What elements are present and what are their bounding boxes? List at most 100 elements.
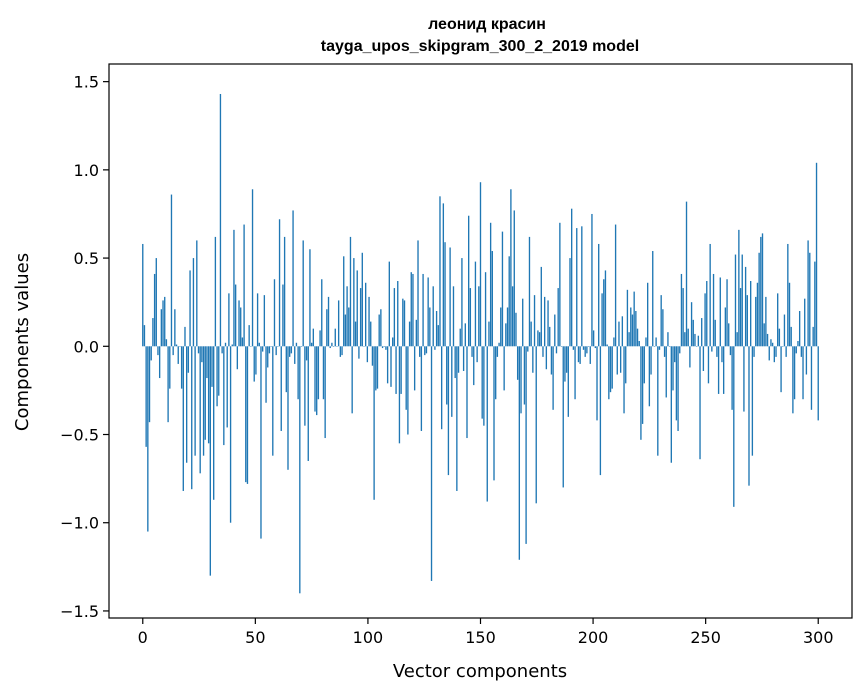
bar-226 xyxy=(523,346,526,405)
bar-164 xyxy=(419,346,421,357)
bar-140 xyxy=(378,314,380,347)
y-tick-label: −1.0 xyxy=(60,514,99,533)
bar-75 xyxy=(268,346,271,354)
bar-373 xyxy=(771,342,774,347)
bar-92 xyxy=(297,346,299,400)
bar-205 xyxy=(488,321,490,347)
bar-292 xyxy=(635,311,637,347)
bar-11 xyxy=(160,309,163,347)
bar-136 xyxy=(371,346,374,366)
bar-76 xyxy=(270,346,272,347)
bar-239 xyxy=(545,346,548,370)
bar-137 xyxy=(373,346,375,500)
bar-332 xyxy=(702,346,705,371)
bar-353 xyxy=(738,229,740,347)
bar-386 xyxy=(793,346,796,400)
bar-237 xyxy=(542,346,544,357)
bar-93 xyxy=(299,346,301,594)
bar-259 xyxy=(579,346,581,364)
bar-78 xyxy=(273,279,276,347)
bar-138 xyxy=(375,346,377,391)
bar-385 xyxy=(792,346,794,414)
bar-362 xyxy=(753,346,755,357)
bar-51 xyxy=(228,293,230,347)
bar-330 xyxy=(699,346,701,460)
bar-104 xyxy=(317,346,320,400)
bar-318 xyxy=(679,346,681,354)
bar-80 xyxy=(277,346,279,347)
bar-336 xyxy=(709,243,711,347)
bar-291 xyxy=(633,291,635,347)
bar-77 xyxy=(272,346,274,456)
bar-374 xyxy=(773,346,775,363)
bar-107 xyxy=(322,346,325,400)
bar-365 xyxy=(758,252,760,347)
bar-307 xyxy=(660,295,662,347)
bar-111 xyxy=(329,346,331,349)
bar-250 xyxy=(564,346,566,382)
bar-214 xyxy=(503,346,505,391)
bar-227 xyxy=(525,346,527,544)
bar-375 xyxy=(775,346,777,357)
bar-296 xyxy=(641,346,644,424)
chart-title-line-2: tayga_upos_skipgram_300_2_2019 model xyxy=(321,38,639,55)
bar-55 xyxy=(234,284,237,347)
bar-359 xyxy=(748,346,750,486)
bar-195 xyxy=(471,346,473,357)
bar-60 xyxy=(243,224,245,347)
bar-267 xyxy=(592,330,595,347)
bar-275 xyxy=(606,344,608,347)
bar-33 xyxy=(197,346,200,354)
bar-7 xyxy=(153,273,156,347)
bar-135 xyxy=(370,321,372,347)
bar-178 xyxy=(442,203,445,347)
bar-26 xyxy=(186,346,188,463)
bar-120 xyxy=(344,314,347,347)
bar-376 xyxy=(777,293,779,347)
bar-21 xyxy=(177,346,179,364)
bar-284 xyxy=(621,316,624,347)
bar-351 xyxy=(734,254,737,347)
bar-268 xyxy=(594,346,596,349)
bar-34 xyxy=(199,346,201,474)
bar-252 xyxy=(567,346,569,417)
bar-216 xyxy=(506,307,509,347)
bar-45 xyxy=(218,346,220,396)
bar-167 xyxy=(424,346,426,356)
bar-208 xyxy=(493,346,495,481)
bar-310 xyxy=(665,346,667,398)
bar-144 xyxy=(385,346,387,350)
bar-72 xyxy=(263,295,266,347)
bar-119 xyxy=(343,256,345,347)
bar-19 xyxy=(174,309,176,347)
bar-241 xyxy=(549,326,551,347)
bar-153 xyxy=(400,346,402,394)
bar-266 xyxy=(591,213,593,347)
bar-160 xyxy=(412,273,414,347)
bar-2 xyxy=(145,346,147,447)
bar-82 xyxy=(280,346,282,431)
bar-368 xyxy=(763,323,765,347)
bar-88 xyxy=(290,346,293,354)
bar-358 xyxy=(746,295,748,347)
y-tick-label: 0.0 xyxy=(74,337,99,356)
bar-189 xyxy=(461,258,463,347)
bar-323 xyxy=(687,328,689,347)
bar-108 xyxy=(324,346,326,439)
x-tick-label: 200 xyxy=(578,628,609,647)
bar-142 xyxy=(381,346,384,349)
bar-352 xyxy=(736,332,738,347)
bar-217 xyxy=(508,256,510,347)
bar-79 xyxy=(275,346,277,356)
bar-366 xyxy=(760,236,762,347)
bar-84 xyxy=(283,236,286,347)
bar-288 xyxy=(628,332,630,347)
bar-220 xyxy=(513,210,515,347)
bar-43 xyxy=(214,236,217,347)
bar-128 xyxy=(358,346,360,359)
bar-30 xyxy=(192,258,195,347)
bar-329 xyxy=(697,335,700,347)
bar-224 xyxy=(520,346,522,414)
bar-391 xyxy=(802,346,804,400)
bar-282 xyxy=(618,321,620,347)
